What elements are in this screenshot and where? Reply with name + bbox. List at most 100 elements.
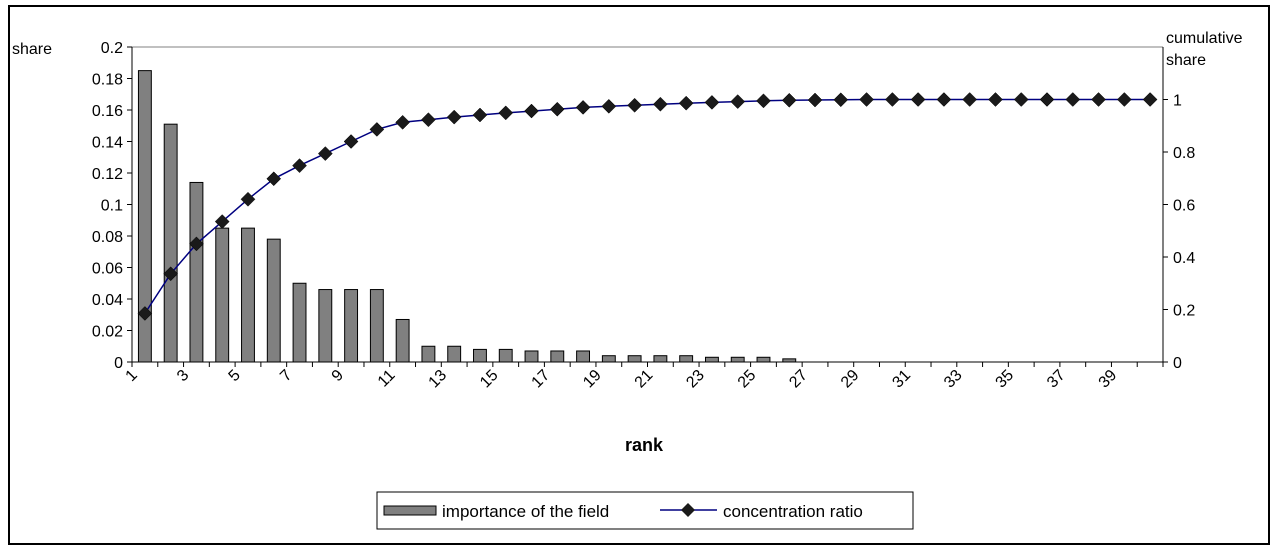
x-tick-label: 23 xyxy=(683,367,708,392)
x-tick-label: 13 xyxy=(426,367,451,392)
bar xyxy=(704,356,719,363)
bar xyxy=(421,345,436,363)
left-tick-label: 0.08 xyxy=(92,229,123,246)
line-point xyxy=(189,236,204,252)
bar xyxy=(473,348,487,363)
axes-layer: 0 0.02 0.04 0.06 0.08 0.1 0.12 0.14 0.16 0.18 0.2 0… xyxy=(92,40,1195,391)
legend: importance of the field concentration rat… xyxy=(376,491,914,530)
x-tick-label: 33 xyxy=(941,367,966,392)
line-point xyxy=(1013,92,1029,107)
bar xyxy=(266,238,281,363)
x-tick-label: 19 xyxy=(580,367,605,392)
line-point xyxy=(781,92,797,108)
line-point xyxy=(678,95,694,111)
line-point xyxy=(910,92,926,107)
x-tick-label: 11 xyxy=(375,367,399,391)
bar xyxy=(679,355,694,363)
legend-bar-swatch xyxy=(383,505,437,516)
left-tick-label: 0.06 xyxy=(92,261,123,278)
bar xyxy=(395,318,410,363)
left-tick-label: 0.16 xyxy=(92,103,123,120)
legend-label-line: concentration ratio xyxy=(723,502,863,521)
line-point xyxy=(575,100,591,115)
left-tick-label: 0.14 xyxy=(92,135,123,152)
right-tick-label: 0.2 xyxy=(1173,303,1195,320)
left-tick-label: 0.18 xyxy=(92,72,123,89)
x-tick-label: 39 xyxy=(1096,367,1121,392)
line-point xyxy=(730,94,746,109)
right-tick-label: 0 xyxy=(1173,355,1182,372)
left-tick-label: 0.2 xyxy=(101,40,123,57)
line-point xyxy=(214,214,230,229)
line-point xyxy=(988,92,1003,107)
bar xyxy=(524,350,539,363)
chart-frame: 0 0.02 0.04 0.06 0.08 0.1 0.12 0.14 0.16 0.18 0.2 0… xyxy=(8,5,1270,545)
line-point xyxy=(343,134,359,149)
line-layer xyxy=(137,92,1158,321)
line-point xyxy=(1091,92,1106,107)
line-point xyxy=(653,96,668,112)
bar xyxy=(189,181,204,363)
x-tick-label: 25 xyxy=(735,367,760,392)
x-tick-label: 15 xyxy=(477,367,502,392)
x-tick-label: 9 xyxy=(329,367,347,385)
bar xyxy=(292,282,307,363)
line-point xyxy=(962,92,978,107)
right-axis-title-line: cumulative xyxy=(1166,30,1243,47)
bar xyxy=(318,289,333,363)
line-point xyxy=(395,114,410,130)
line-point xyxy=(936,92,952,107)
line-point xyxy=(1065,92,1081,107)
line-point xyxy=(524,103,539,119)
x-tick-label: 1 xyxy=(123,367,141,385)
bar xyxy=(601,355,616,363)
line-point xyxy=(1116,92,1132,107)
line-point xyxy=(240,191,256,207)
legend-box xyxy=(376,491,914,530)
bar xyxy=(627,355,642,363)
line-point xyxy=(292,158,307,174)
line-point xyxy=(833,92,849,108)
line-point xyxy=(1039,92,1055,107)
line-point xyxy=(885,92,900,107)
line-point xyxy=(163,266,179,282)
bar xyxy=(550,350,565,363)
line-point xyxy=(317,146,333,161)
bar xyxy=(730,356,745,363)
line-point xyxy=(549,101,565,117)
right-tick-label: 0.4 xyxy=(1173,250,1195,267)
x-tick-label: 5 xyxy=(226,367,244,385)
x-tick-label: 29 xyxy=(838,367,863,392)
line-point xyxy=(421,112,436,128)
left-tick-label: 0.1 xyxy=(101,198,123,215)
legend-label-bar: importance of the field xyxy=(442,502,609,521)
line-point xyxy=(807,92,823,108)
x-tick-label: 27 xyxy=(786,367,811,392)
bars-layer xyxy=(137,70,797,363)
bar xyxy=(756,356,771,363)
line-point xyxy=(756,93,771,109)
left-tick-label: 0.02 xyxy=(92,324,123,341)
x-axis-title: rank xyxy=(625,435,664,455)
bar xyxy=(653,355,668,363)
pareto-chart: 0 0.02 0.04 0.06 0.08 0.1 0.12 0.14 0.16 0.18 0.2 0… xyxy=(12,30,1243,530)
bar xyxy=(344,289,359,363)
bar xyxy=(369,289,384,363)
left-tick-label: 0 xyxy=(114,355,123,372)
right-axis-title-line: share xyxy=(1166,52,1206,69)
line-point xyxy=(446,109,462,125)
bar xyxy=(576,350,591,363)
line-point xyxy=(859,92,874,107)
concentration-ratio-line xyxy=(144,98,1151,314)
right-tick-label: 0.6 xyxy=(1173,198,1195,215)
line-point xyxy=(1142,92,1158,107)
x-tick-label: 35 xyxy=(993,367,1018,392)
line-point xyxy=(472,107,488,123)
x-tick-label: 3 xyxy=(174,367,192,385)
bar xyxy=(215,227,230,363)
line-point xyxy=(601,98,617,114)
right-tick-label: 0.8 xyxy=(1173,145,1195,162)
bar xyxy=(163,123,178,363)
right-axis-title: cumulative share xyxy=(1166,30,1243,69)
x-tick-label: 7 xyxy=(277,367,295,385)
